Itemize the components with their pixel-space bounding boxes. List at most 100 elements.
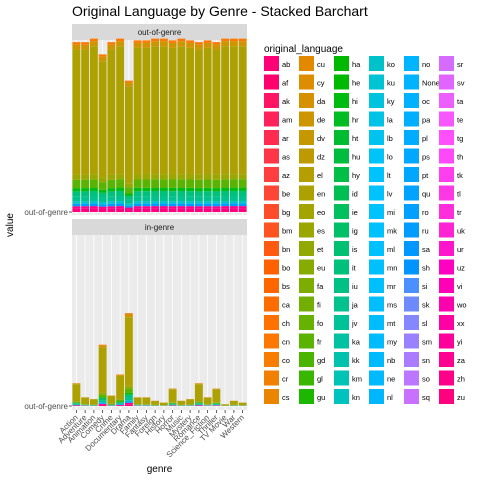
legend-label-kn: kn bbox=[352, 393, 360, 402]
bar-out-of-genre-War-ko bbox=[229, 201, 238, 204]
legend-label-sh: sh bbox=[422, 264, 430, 273]
bar-out-of-genre-Family-ko bbox=[133, 201, 142, 204]
bar-in-genre-Documentary-es bbox=[116, 399, 125, 401]
legend-key-cr bbox=[264, 370, 279, 386]
bar-out-of-genre-War-it bbox=[229, 190, 238, 197]
legend-key-cu bbox=[299, 56, 314, 71]
legend-label-bg: bg bbox=[282, 208, 290, 217]
legend-label-is: is bbox=[352, 245, 358, 254]
bar-out-of-genre-Music-zh bbox=[177, 206, 186, 209]
bar-in-genre-Thriller-it bbox=[212, 403, 221, 405]
legend-key-lv bbox=[369, 185, 384, 201]
bar-out-of-genre-Adventure-ru bbox=[81, 203, 90, 207]
legend-label-am: am bbox=[282, 116, 292, 125]
bar-out-of-genre-War-other bbox=[229, 208, 238, 212]
bar-out-of-genre-Animation-ko bbox=[89, 201, 98, 204]
bar-in-genre-Horror-es bbox=[168, 402, 177, 403]
legend-key-tl bbox=[439, 185, 454, 201]
legend-label-mt: mt bbox=[387, 319, 396, 328]
legend-key-ne bbox=[369, 370, 384, 386]
bar-out-of-genre-Comedy-ja bbox=[98, 197, 107, 203]
legend-key-ha bbox=[334, 56, 349, 71]
bar-out-of-genre-Drama-it bbox=[124, 196, 133, 200]
bar-in-genre-Comedy-ko bbox=[98, 402, 107, 404]
legend-key-pl bbox=[404, 130, 419, 145]
bar-out-of-genre-Drama-de bbox=[124, 82, 133, 87]
bar-out-of-genre-Romance-it bbox=[194, 191, 203, 197]
bar-out-of-genre-Mystery-ko bbox=[186, 201, 195, 204]
legend-key-gd bbox=[299, 352, 314, 367]
legend-label-wo: wo bbox=[456, 301, 467, 310]
chart-title: Original Language by Genre - Stacked Bar… bbox=[72, 3, 368, 19]
bar-out-of-genre-Action-fr bbox=[72, 179, 81, 189]
legend-label-ja: ja bbox=[351, 301, 359, 310]
bar-in-genre-War-en bbox=[229, 400, 238, 405]
bar-in-genre-Music-en bbox=[177, 400, 186, 405]
bar-out-of-genre-Romance-hi bbox=[194, 188, 203, 192]
bar-out-of-genre-Documentary-es bbox=[116, 174, 125, 180]
legend-key-lb bbox=[369, 130, 384, 145]
bar-in-genre-Comedy-fr bbox=[98, 394, 107, 398]
legend-label-mr: mr bbox=[387, 282, 396, 291]
legend-key-mr bbox=[369, 278, 384, 293]
legend-label-lt: lt bbox=[387, 171, 392, 180]
bar-out-of-genre-History-cn bbox=[159, 38, 168, 42]
bar-in-genre-TV_Movie-en bbox=[221, 404, 230, 406]
bar-out-of-genre-Documentary-ja bbox=[116, 196, 125, 202]
bar-in-genre-Horror-it bbox=[168, 403, 177, 405]
legend-label-el: el bbox=[317, 171, 323, 180]
bar-out-of-genre-Drama-ru bbox=[124, 205, 133, 208]
bar-out-of-genre-Thriller-other bbox=[212, 208, 221, 212]
bar-out-of-genre-Comedy-fr bbox=[98, 182, 107, 190]
bar-out-of-genre-Thriller-hi bbox=[212, 188, 221, 192]
legend-label-cr: cr bbox=[282, 375, 289, 384]
legend-key-tk bbox=[439, 167, 454, 182]
legend-label-ch: ch bbox=[282, 319, 290, 328]
bar-in-genre-Documentary-en bbox=[116, 375, 125, 400]
bar-out-of-genre-History-en bbox=[159, 46, 168, 175]
legend-label-fi: fi bbox=[317, 301, 321, 310]
bar-out-of-genre-Documentary-other bbox=[116, 208, 125, 212]
bar-out-of-genre-Fantasy-cn bbox=[142, 40, 151, 43]
legend-label-cs: cs bbox=[282, 393, 290, 402]
legend-label-hr: hr bbox=[352, 116, 359, 125]
legend-key-so bbox=[404, 370, 419, 386]
bar-in-genre-Thriller-de bbox=[212, 388, 221, 390]
bar-in-genre-Action-en bbox=[72, 384, 81, 402]
legend-key-da bbox=[299, 93, 314, 108]
legend-label-ro: ro bbox=[422, 208, 429, 217]
bar-out-of-genre-Family-other bbox=[133, 208, 142, 212]
bar-out-of-genre-Adventure-de bbox=[81, 44, 90, 50]
bar-out-of-genre-Action-en bbox=[72, 49, 81, 175]
legend-label-jv: jv bbox=[351, 319, 358, 328]
bar-out-of-genre-Science_Fiction-it bbox=[203, 191, 212, 197]
legend-label-it: it bbox=[352, 264, 357, 273]
legend-label-za: za bbox=[457, 356, 466, 365]
legend-label-None: None bbox=[422, 79, 440, 88]
y-tick-label-in-genre: out-of-genre bbox=[24, 402, 68, 411]
bar-out-of-genre-TV_Movie-it bbox=[221, 190, 230, 197]
bar-out-of-genre-Crime-de bbox=[107, 44, 116, 50]
legend-label-tr: tr bbox=[457, 208, 462, 217]
legend-label-ms: ms bbox=[387, 301, 397, 310]
legend-label-bm: bm bbox=[282, 227, 292, 236]
bar-out-of-genre-Comedy-cn bbox=[98, 54, 107, 57]
bar-out-of-genre-Romance-zh bbox=[194, 206, 203, 209]
bar-out-of-genre-Music-ko bbox=[177, 201, 186, 204]
legend-key-ky bbox=[369, 93, 384, 108]
legend-label-ak: ak bbox=[282, 97, 290, 106]
legend-label-fo: fo bbox=[317, 319, 323, 328]
bar-out-of-genre-Documentary-de bbox=[116, 41, 125, 47]
legend-label-hy: hy bbox=[352, 171, 360, 180]
legend-key-ml bbox=[369, 241, 384, 256]
legend-label-gu: gu bbox=[317, 393, 325, 402]
legend-key-tr bbox=[439, 204, 454, 219]
bar-out-of-genre-Western-fr bbox=[238, 179, 247, 188]
legend-key-hr bbox=[334, 111, 349, 127]
bar-in-genre-Comedy-cn bbox=[98, 344, 107, 346]
bar-in-genre-Action-es bbox=[72, 401, 81, 402]
bar-out-of-genre-Science_Fiction-fr bbox=[203, 179, 212, 188]
facet-strip-out-of-genre bbox=[72, 24, 247, 40]
legend-key-af bbox=[264, 74, 279, 90]
legend-label-oc: oc bbox=[422, 97, 430, 106]
